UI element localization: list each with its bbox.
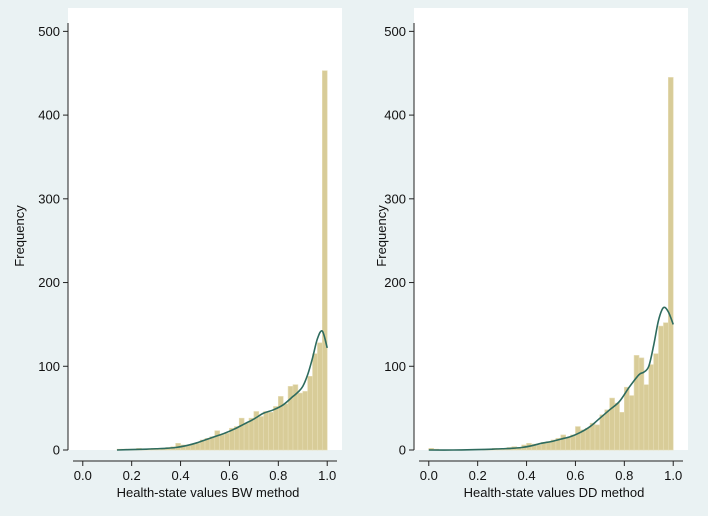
x-tick-label: 0.0	[74, 468, 92, 483]
y-tick-label: 0	[399, 443, 406, 458]
y-tick-label: 100	[38, 359, 60, 374]
histogram-bars	[116, 70, 328, 451]
histogram-bar	[263, 411, 269, 451]
histogram-bar	[287, 386, 294, 451]
histogram-bar	[214, 430, 220, 451]
x-tick-label: 1.0	[664, 468, 682, 483]
y-tick-label: 200	[384, 275, 406, 290]
histogram-bar	[614, 402, 620, 451]
histogram-bar	[619, 412, 625, 451]
y-axis-label: Frequency	[12, 205, 27, 267]
y-tick-label: 0	[53, 443, 60, 458]
histogram-bar	[234, 426, 240, 451]
histogram-bar	[560, 434, 566, 451]
histogram-bar	[633, 355, 640, 451]
histogram-bar	[653, 353, 659, 451]
y-ticks: 0 100 200 300 400 500	[38, 24, 68, 458]
histogram-bar	[317, 342, 323, 451]
histogram-bar	[282, 403, 289, 451]
y-axis-label: Frequency	[374, 205, 389, 267]
histogram-bar	[268, 412, 274, 451]
y-ticks: 0 100 200 300 400 500	[384, 24, 414, 458]
y-tick-label: 500	[384, 24, 406, 39]
density-curve	[116, 330, 328, 451]
histogram-bar	[648, 364, 654, 451]
x-axis-label: Health-state values BW method	[117, 485, 300, 500]
histogram-bar	[575, 426, 581, 451]
histogram-bar	[584, 427, 591, 451]
histogram-bar	[238, 417, 245, 451]
density-curve	[428, 306, 674, 451]
panel-dd-method: 0 100 200 300 400 500 0.0 0.2 0.4 0.6 0.8 1.0 Freq…	[374, 8, 688, 500]
histogram-bar	[307, 376, 313, 451]
histogram-bar	[224, 432, 230, 451]
x-axis-label: Health-state values DD method	[464, 485, 645, 500]
y-tick-label: 300	[38, 191, 60, 206]
x-tick-label: 0.8	[269, 468, 287, 483]
histogram-bar	[258, 416, 264, 451]
y-tick-label: 200	[38, 275, 60, 290]
histogram-bar	[589, 422, 596, 451]
x-tick-label: 0.8	[615, 468, 633, 483]
x-tick-label: 1.0	[318, 468, 336, 483]
x-tick-label: 0.6	[220, 468, 238, 483]
histogram-bar	[628, 395, 635, 451]
histogram-bar	[248, 417, 255, 451]
histogram-bar	[302, 391, 308, 451]
histogram-bar	[604, 409, 610, 451]
x-tick-label: 0.0	[420, 468, 438, 483]
histogram-bar	[273, 406, 279, 451]
histogram-bar	[663, 322, 669, 451]
x-ticks: 0.0 0.2 0.4 0.6 0.8 1.0	[74, 461, 336, 483]
y-tick-label: 100	[384, 359, 406, 374]
histogram-bar	[668, 77, 674, 451]
histogram-bar	[243, 422, 250, 451]
x-tick-label: 0.6	[566, 468, 584, 483]
y-tick-label: 400	[384, 108, 406, 123]
histogram-bar	[312, 353, 318, 451]
x-tick-label: 0.2	[469, 468, 487, 483]
histogram-bar	[658, 325, 664, 451]
histogram-bar	[624, 386, 630, 451]
panel-bw-method: 0 100 200 300 400 500 0.0 0.2 0.4 0.6 0.8 1.0 Freq…	[12, 8, 342, 500]
histogram-bar	[194, 443, 201, 451]
y-tick-label: 400	[38, 108, 60, 123]
histogram-bar	[565, 437, 571, 451]
x-tick-label: 0.4	[172, 468, 190, 483]
plot-area	[68, 8, 342, 450]
x-tick-label: 0.2	[123, 468, 141, 483]
histogram-bar	[536, 444, 542, 451]
y-tick-label: 300	[384, 191, 406, 206]
histogram-bar	[219, 434, 225, 451]
histogram-bar	[594, 424, 601, 451]
plot-area	[414, 8, 688, 450]
histogram-bar	[599, 414, 606, 451]
x-tick-label: 0.4	[518, 468, 536, 483]
histogram-bars	[428, 77, 674, 451]
histogram-bar	[643, 384, 650, 451]
x-ticks: 0.0 0.2 0.4 0.6 0.8 1.0	[420, 461, 682, 483]
y-tick-label: 500	[38, 24, 60, 39]
histogram-bar	[322, 70, 328, 451]
histogram-bar	[297, 392, 304, 451]
